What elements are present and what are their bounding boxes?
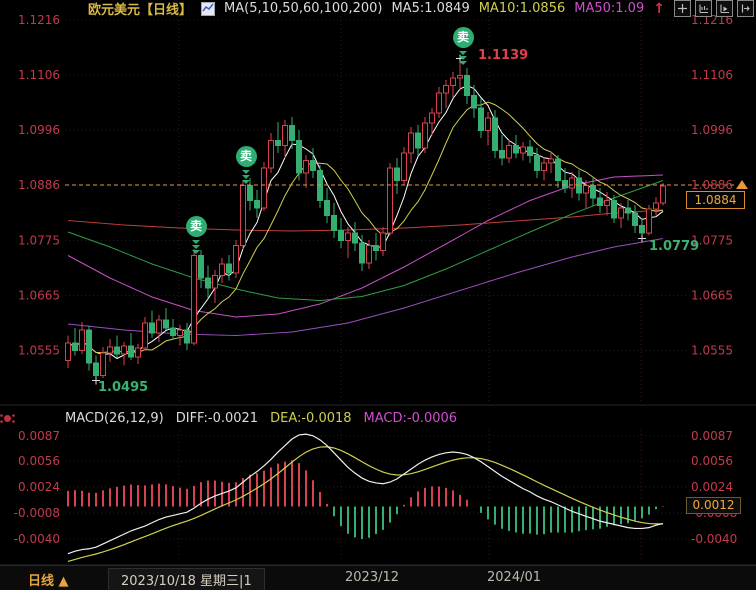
macd-value: MACD:-0.0006 — [363, 411, 458, 426]
ma-line-MA100 — [67, 209, 664, 232]
last-price-box: 1.0884 — [686, 191, 745, 209]
indicator-dot-icon[interactable] — [4, 415, 11, 422]
price-tick: 1.0996 — [691, 123, 733, 137]
macd-value-box: 0.0012 — [686, 497, 741, 514]
diff-value: DIFF:-0.0021 — [175, 411, 259, 426]
sell-signal-label: 卖 — [452, 27, 474, 48]
macd-tick: 0.0024 — [691, 480, 733, 494]
sell-signal-badge: 卖 — [235, 146, 257, 184]
crosshair-move-icon[interactable] — [673, 0, 691, 17]
indicator-chart-icon[interactable] — [201, 1, 216, 16]
macd-tick: -0.0040 — [691, 532, 737, 546]
high-price-label: 1.1139 — [478, 48, 529, 63]
candles-layer — [65, 58, 666, 381]
ma-line-MA5 — [67, 84, 664, 360]
chart-header-bar: 欧元美元【日线】 MA(5,10,50,60,100,200) MA5:1.08… — [0, 0, 756, 18]
x-axis-tick: 2024/01 — [487, 570, 542, 585]
price-tick: 1.0886 — [691, 178, 733, 192]
pane-layout-icon[interactable] — [694, 0, 712, 17]
macd-tick: 0.0087 — [691, 429, 733, 443]
sell-signal-label: 卖 — [235, 146, 257, 167]
x-axis-tick: 2023/12 — [345, 570, 400, 585]
diff-line — [67, 433, 664, 555]
price-up-arrow-icon: ↑ — [653, 0, 665, 17]
price-tick: 1.0555 — [691, 344, 733, 358]
sell-arrows-icon — [192, 239, 200, 254]
chevron-up-icon: ▲ — [58, 574, 69, 589]
dea-line — [67, 446, 664, 563]
chart-toolbar — [673, 0, 754, 17]
ma5-value: MA5:1.0849 — [391, 1, 470, 16]
price-tick: 1.1106 — [18, 68, 60, 82]
price-tick: 1.0775 — [18, 234, 60, 248]
ma-line-MA200 — [67, 238, 664, 337]
price-tick: 1.1216 — [18, 13, 60, 27]
price-tick: 1.0996 — [18, 123, 60, 137]
low-price-label: 1.0779 — [649, 239, 700, 254]
price-tick: 1.0775 — [691, 234, 733, 248]
ma50-value: MA50:1.09 — [574, 1, 645, 16]
price-arrow-marker — [736, 180, 748, 189]
macd-tick: 0.0056 — [691, 454, 733, 468]
price-tick: 1.1106 — [691, 68, 733, 82]
sell-arrows-icon — [242, 169, 250, 184]
macd-tick: 0.0024 — [18, 480, 60, 494]
ma10-value: MA10:1.0856 — [478, 1, 566, 16]
period-selector[interactable]: 日线 ▲ — [28, 574, 69, 589]
grid-lines — [65, 16, 686, 562]
macd-settings-label: MACD(26,12,9) — [65, 411, 164, 426]
sell-signal-badge: 卖 — [185, 216, 207, 254]
macd-tick: -0.0008 — [14, 506, 60, 520]
macd-tick: 0.0087 — [18, 429, 60, 443]
first-bar-date-box: 2023/10/18 星期三|1 — [108, 568, 265, 590]
price-tick: 1.0886 — [18, 178, 60, 192]
pane-indicator-icon[interactable] — [715, 0, 733, 17]
dea-value: DEA:-0.0018 — [270, 411, 352, 426]
sell-arrows-icon — [459, 50, 467, 65]
price-tick: 1.0665 — [691, 289, 733, 303]
macd-tick: 0.0056 — [18, 454, 60, 468]
symbol-title: 欧元美元【日线】 — [88, 3, 193, 18]
price-tick: 1.0665 — [18, 289, 60, 303]
sell-signal-badge: 卖 — [452, 27, 474, 65]
macd-legend-row: MACD(26,12,9) DIFF:-0.0021 DEA:-0.0018 M… — [65, 411, 457, 426]
sell-signal-label: 卖 — [185, 216, 207, 237]
macd-layer — [67, 433, 664, 563]
exit-fullscreen-icon[interactable] — [736, 0, 754, 17]
ma-line-MA10 — [67, 101, 664, 354]
ma-settings-label: MA(5,10,50,60,100,200) — [224, 1, 383, 16]
price-tick: 1.0555 — [18, 344, 60, 358]
time-axis-bar: 日线 ▲ 2023/10/18 星期三|1 2023/12 2024/01 — [0, 565, 756, 590]
macd-tick: -0.0040 — [14, 532, 60, 546]
low-price-label: 1.0495 — [98, 380, 149, 395]
ma-overlays — [67, 84, 664, 360]
